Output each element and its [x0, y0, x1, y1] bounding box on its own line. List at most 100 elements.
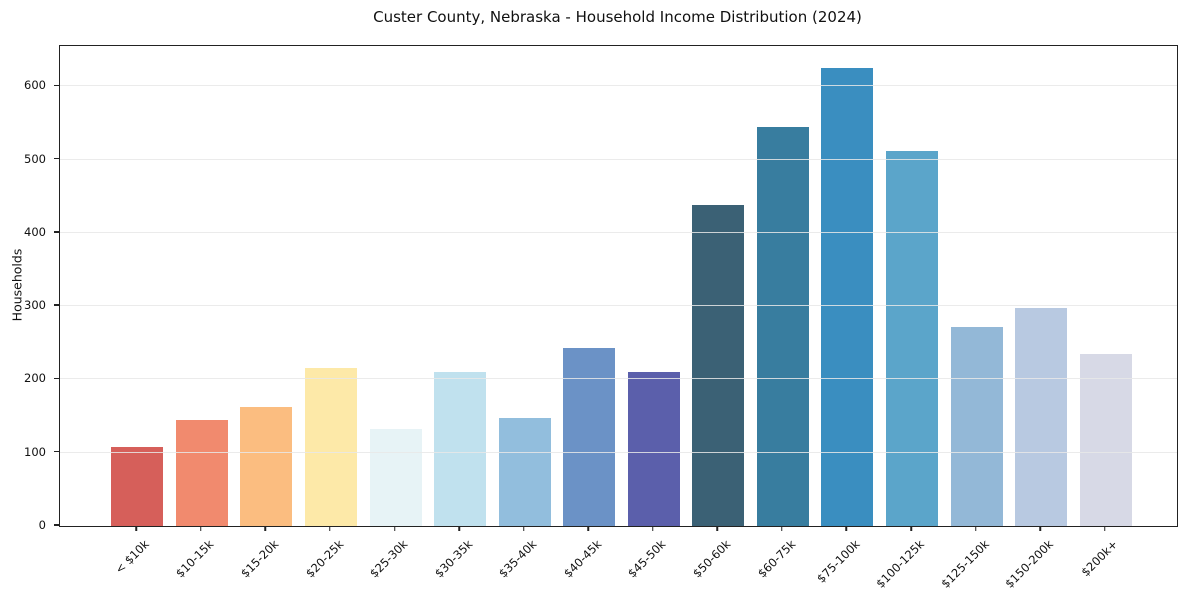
- x-tick-mark: [329, 526, 331, 532]
- x-tick-mark: [458, 526, 460, 532]
- bar-$75-100k: [821, 68, 874, 526]
- x-axis: < $10k $10-15k $15-20k $20-25k $25-30k $30-35…: [59, 526, 1176, 590]
- x-tick-label: $150-200k: [1002, 537, 1057, 590]
- bar-$200k+: [1079, 353, 1132, 526]
- bar-$25-30k: [369, 428, 422, 526]
- x-tick-label: $15-20k: [237, 537, 282, 581]
- y-tick-mark: [54, 451, 59, 453]
- bar-$100-125k: [886, 150, 939, 526]
- plot-area: [59, 45, 1178, 527]
- gridline-y500: [60, 158, 1177, 160]
- x-slot: $200k+: [1072, 526, 1137, 588]
- bar-slot: [880, 46, 945, 526]
- x-slot: $20-25k: [298, 526, 363, 588]
- bar-slot: [622, 46, 687, 526]
- x-tick-mark: [200, 526, 202, 532]
- x-tick-label: $20-25k: [302, 537, 346, 581]
- gridline-y600: [60, 85, 1177, 87]
- x-tick-mark: [393, 526, 396, 532]
- bar-slot: [105, 46, 170, 526]
- bar-slot: [299, 46, 364, 526]
- y-tick-label: 400: [24, 224, 46, 239]
- x-tick-label: $45-50k: [625, 537, 669, 581]
- x-slot: $10-15k: [169, 526, 234, 588]
- y-tick-mark: [54, 377, 59, 380]
- bar-$45-50k: [627, 372, 680, 526]
- x-slot: $25-30k: [362, 526, 427, 588]
- gridline-y300: [60, 305, 1177, 307]
- x-slot: $30-35k: [427, 526, 492, 588]
- x-tick-mark: [522, 526, 525, 532]
- x-tick-label: $10-15k: [173, 537, 217, 581]
- bar-slot: [686, 46, 751, 526]
- x-tick-label: $30-35k: [431, 537, 475, 581]
- y-tick-label: 600: [24, 78, 46, 93]
- x-tick-label: $75-100k: [813, 537, 863, 586]
- x-slot: $50-60k: [685, 526, 750, 588]
- x-tick-label: $50-60k: [689, 537, 734, 581]
- bar-$50-60k: [692, 205, 745, 526]
- bar-slot: [170, 46, 235, 526]
- x-tick-label: $40-45k: [560, 537, 605, 581]
- bar-slot: [363, 46, 428, 526]
- y-tick-label: 100: [24, 444, 46, 459]
- x-tick-label: $200k+: [1078, 537, 1121, 580]
- bar-slot: [815, 46, 880, 526]
- y-tick-mark: [54, 157, 59, 160]
- bar-slot: [944, 46, 1009, 526]
- gridline-y200: [60, 378, 1177, 380]
- gridline-y100: [60, 451, 1177, 453]
- y-tick-mark: [54, 231, 59, 233]
- x-tick-mark: [974, 526, 977, 532]
- bar-slot: [428, 46, 493, 526]
- gridline-y400: [60, 231, 1177, 233]
- x-slot: $60-75k: [750, 526, 815, 588]
- x-tick-mark: [264, 526, 267, 532]
- x-slot: $75-100k: [814, 526, 879, 588]
- y-tick-mark: [54, 524, 59, 526]
- x-tick-mark: [652, 526, 654, 532]
- y-tick-label: 200: [24, 371, 46, 386]
- x-tick-label: $35-40k: [496, 537, 540, 581]
- y-tick-mark: [54, 304, 59, 306]
- bar-$30-35k: [434, 372, 487, 526]
- y-tick-label: 300: [24, 298, 46, 313]
- x-tick-mark: [910, 526, 912, 532]
- chart-title: Custer County, Nebraska - Household Inco…: [373, 8, 862, 26]
- x-slot: $15-20k: [233, 526, 298, 588]
- bar-$15-20k: [240, 407, 293, 526]
- bar-$20-25k: [304, 368, 357, 526]
- x-tick-mark: [716, 526, 719, 532]
- bar-slot: [492, 46, 557, 526]
- x-slot: $35-40k: [491, 526, 556, 588]
- x-slot: $40-45k: [556, 526, 621, 588]
- y-tick-label: 0: [38, 518, 46, 532]
- bars-container: [60, 46, 1177, 526]
- y-tick-mark: [54, 84, 59, 86]
- x-tick-label: $60-75k: [754, 537, 798, 581]
- y-tick-label: 500: [24, 151, 46, 166]
- bar-$10-15k: [175, 419, 228, 526]
- bar-< $10k: [111, 446, 164, 526]
- x-tick-mark: [1103, 526, 1106, 532]
- bar-$125-150k: [950, 327, 1003, 526]
- x-tick-label: $25-30k: [367, 537, 411, 581]
- bar-slot: [234, 46, 299, 526]
- bar-$35-40k: [498, 417, 551, 526]
- x-slot: $150-200k: [1002, 526, 1073, 590]
- x-tick-label: < $10k: [112, 537, 153, 577]
- y-axis: 0 100 200 300 400 500 600: [0, 45, 59, 532]
- x-slot: $100-125k: [873, 526, 944, 590]
- x-tick-label: $100-125k: [873, 537, 927, 590]
- x-tick-mark: [781, 526, 783, 532]
- x-tick-mark: [1039, 526, 1041, 532]
- x-tick-mark: [587, 526, 589, 532]
- x-tick-mark: [845, 526, 848, 532]
- x-tick-label: $125-150k: [937, 537, 992, 590]
- bar-slot: [751, 46, 816, 526]
- x-tick-mark: [135, 526, 138, 532]
- x-slot: < $10k: [104, 526, 169, 588]
- bar-slot: [1009, 46, 1074, 526]
- bar-$150-200k: [1015, 308, 1068, 526]
